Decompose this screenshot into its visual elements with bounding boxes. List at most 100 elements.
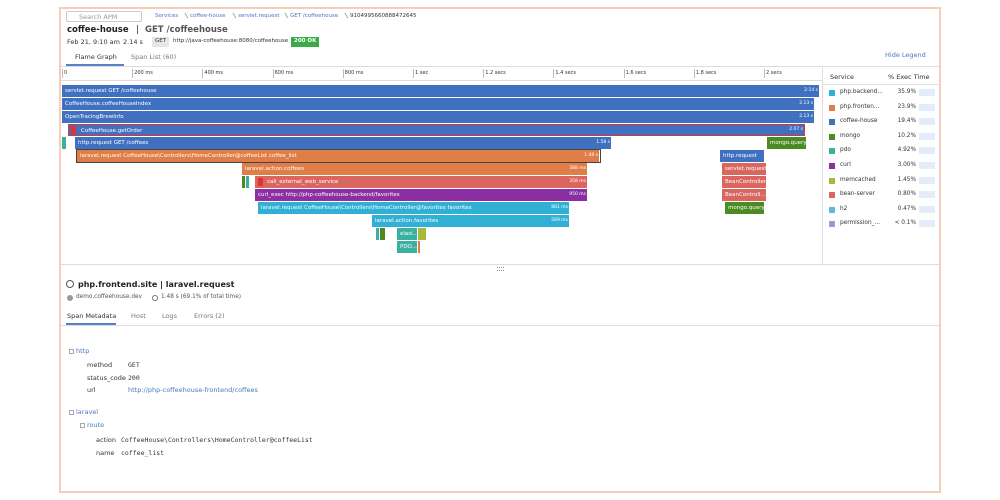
breadcrumb-item: 9104995660888472645	[350, 13, 417, 19]
span-bar[interactable]: laravel.request CoffeeHouse\Controllers\…	[258, 202, 570, 214]
legend-service[interactable]: permission_...	[840, 220, 881, 227]
legend-track	[919, 132, 935, 140]
tab-underline	[66, 323, 116, 325]
tree-value[interactable]: http://php-coffeehouse-frontend/coffees	[128, 386, 258, 394]
legend-service[interactable]: memcached	[840, 176, 876, 183]
span-bar[interactable]: curl_exec http://php-coffeehouse-backend…	[255, 189, 588, 201]
span-bar	[418, 228, 427, 240]
tree-node[interactable]: laravel	[76, 408, 99, 416]
detail-time: 1.48 s (69.1% of total time)	[161, 294, 242, 300]
legend-track	[919, 103, 935, 111]
span-bar[interactable]: call_external_web_service	[255, 176, 588, 188]
span-bar[interactable]: servlet.request GET /coffeehouse	[62, 85, 820, 97]
span-bar[interactable]: mongo.query	[725, 202, 765, 214]
tree-node[interactable]: route	[87, 421, 105, 429]
ruler-label: 1.8 secs	[695, 70, 717, 76]
legend-track	[919, 162, 935, 169]
duration: 2.14 s	[123, 38, 143, 46]
span-bar[interactable]: laravel.action.favorites	[372, 215, 570, 227]
tree-key: status_code	[87, 374, 126, 382]
span-duration: 950 ms	[569, 192, 586, 197]
legend-pct: 0.80%	[897, 191, 916, 198]
tree-value: CoffeeHouse\Controllers\HomeController@c…	[121, 436, 313, 444]
ruler-tick	[132, 69, 134, 78]
ruler-label: 1.4 secs	[555, 70, 576, 76]
legend-service[interactable]: coffee-house	[840, 118, 878, 125]
tab[interactable]: Span List (60)	[131, 53, 177, 61]
span-bar[interactable]: CoffeeHouse.getOrder	[68, 124, 805, 136]
span-bar[interactable]: http.request	[720, 150, 765, 162]
error-icon	[258, 178, 263, 186]
breadcrumb-item[interactable]: GET /coffeehouse	[290, 13, 339, 19]
detail-tab[interactable]: Logs	[162, 312, 177, 320]
span-duration: 358 ms	[569, 179, 586, 184]
span-bar[interactable]: elasi...	[397, 228, 418, 240]
tree-toggle	[69, 349, 74, 354]
host-dot	[67, 295, 73, 301]
legend-service[interactable]: php.fronten...	[840, 103, 880, 110]
legend-track	[919, 147, 935, 155]
legend-swatch	[829, 177, 835, 184]
legend-service[interactable]: php.backend...	[840, 89, 883, 95]
legend-swatch	[829, 192, 835, 199]
detail-tab[interactable]: Span Metadata	[67, 312, 117, 320]
search-box[interactable]: Search APM	[66, 11, 142, 22]
divider	[61, 264, 939, 265]
detail-tab[interactable]: Host	[131, 312, 146, 320]
globe-icon	[66, 280, 74, 288]
ruler-tick	[483, 69, 485, 78]
legend-track	[919, 220, 935, 228]
legend-rule	[823, 84, 938, 85]
ruler-tick	[342, 69, 344, 78]
legend-service[interactable]: pdo	[840, 147, 851, 154]
ruler-label: 0	[64, 70, 68, 76]
tree-value: 200	[128, 374, 140, 382]
legend-track	[919, 176, 935, 184]
span-duration: 881 ms	[551, 205, 568, 210]
ruler-tick	[62, 69, 63, 78]
legend-track	[919, 191, 935, 199]
ruler-tick	[623, 69, 625, 78]
span-duration: 1.48 s	[584, 153, 598, 158]
span-duration: 2.13 s	[799, 101, 813, 106]
detail-tab[interactable]: Errors (2)	[194, 312, 225, 320]
span-duration: 1.58 s	[596, 140, 610, 145]
legend-pct: 19.4%	[897, 118, 916, 125]
method-badge: GET	[152, 37, 170, 47]
ruler-label: 400 ms	[204, 70, 223, 76]
span-bar[interactable]: OpenTracingBrewInfo	[62, 111, 815, 123]
span-bar[interactable]: servlet.request	[722, 163, 767, 175]
ruler-label: 1.2 secs	[485, 70, 506, 76]
legend-service[interactable]: curl	[840, 162, 851, 168]
span-bar[interactable]: mongo.query	[767, 137, 807, 149]
status-badge: 200 OK	[291, 37, 320, 47]
legend-service[interactable]: bean-server	[840, 191, 875, 198]
span-bar[interactable]: laravel.action.coffees	[242, 163, 588, 175]
legend-swatch	[829, 163, 835, 169]
breadcrumb-item[interactable]: Services	[155, 13, 179, 19]
hide-legend[interactable]: Hide Legend	[885, 51, 926, 59]
span-bar[interactable]: PDO...	[397, 241, 418, 253]
span-bar[interactable]: CoffeeHouse.coffeeHouseIndex	[62, 98, 815, 110]
span-bar[interactable]: BeanController...	[722, 176, 767, 188]
tree-node[interactable]: http	[76, 347, 90, 355]
legend-service[interactable]: mongo	[840, 132, 861, 139]
legend-pct: 0.47%	[897, 205, 916, 212]
span-bar[interactable]: laravel.request CoffeeHouse\Controllers\…	[76, 149, 601, 163]
ruler-rule	[61, 80, 822, 81]
span-bar	[242, 176, 246, 188]
frame	[59, 7, 941, 493]
ruler-tick	[202, 69, 204, 78]
legend-swatch	[829, 90, 835, 96]
legend-service[interactable]: h2	[840, 205, 848, 212]
span-bar	[418, 241, 421, 253]
url: http://java-coffeehouse:8080/coffeehouse	[173, 38, 289, 44]
span-bar[interactable]: http.request GET /coffees	[75, 137, 612, 149]
breadcrumb-item[interactable]: coffee-house	[190, 13, 226, 19]
span-duration: 388 ms	[569, 166, 586, 171]
span-bar	[380, 228, 386, 240]
breadcrumb-item[interactable]: servlet.request	[238, 13, 280, 19]
tab[interactable]: Flame Graph	[75, 53, 117, 61]
ruler-label: 1 sec	[415, 70, 429, 76]
span-bar[interactable]: BeanControll...	[722, 189, 767, 201]
